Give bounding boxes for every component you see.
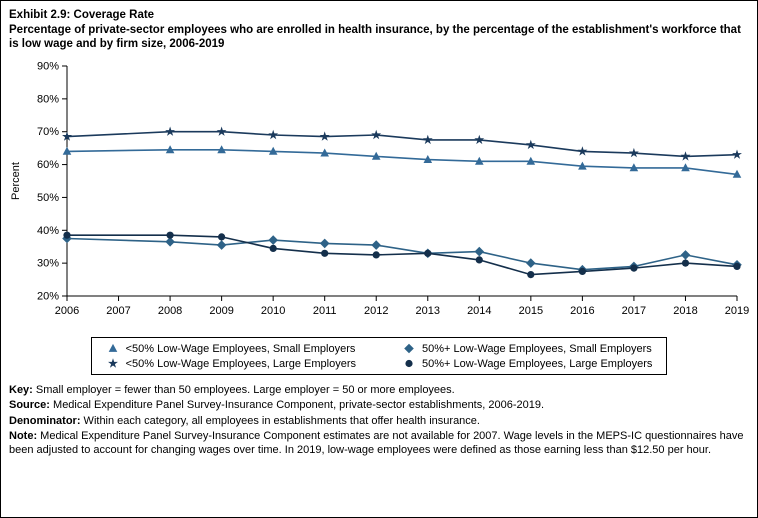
chart-legend: <50% Low-Wage Employees, Small Employers… xyxy=(90,337,668,376)
footnotes: Key: Small employer = fewer than 50 empl… xyxy=(1,375,757,457)
svg-text:2014: 2014 xyxy=(467,305,491,317)
legend-item: <50% Low-Wage Employees, Large Employers xyxy=(106,357,356,370)
svg-text:2011: 2011 xyxy=(313,305,337,317)
svg-text:50%: 50% xyxy=(37,192,59,204)
legend-label: 50%+ Low-Wage Employees, Large Employers xyxy=(422,357,653,370)
footnote-source: Source: Medical Expenditure Panel Survey… xyxy=(9,398,747,412)
footnote-key-text: Small employer = fewer than 50 employees… xyxy=(32,384,455,397)
legend-item: 50%+ Low-Wage Employees, Large Employers xyxy=(402,357,652,370)
svg-text:80%: 80% xyxy=(37,94,59,106)
svg-text:2017: 2017 xyxy=(622,305,646,317)
footnote-key-label: Key: xyxy=(9,384,33,397)
footnote-denominator-text: Within each category, all employees in e… xyxy=(80,414,480,427)
footnote-key: Key: Small employer = fewer than 50 empl… xyxy=(9,383,747,397)
svg-text:2015: 2015 xyxy=(519,305,543,317)
svg-text:70%: 70% xyxy=(37,126,59,138)
chart-area: 20% 30% 40% 50% 60% 70% 80% 90% Percent 2006 2007 2… xyxy=(1,56,757,329)
footnote-denominator-label: Denominator: xyxy=(9,414,81,427)
svg-text:40%: 40% xyxy=(37,225,59,237)
svg-text:2019: 2019 xyxy=(725,305,749,317)
exhibit-title: Exhibit 2.9: Coverage Rate xyxy=(9,9,155,21)
svg-text:20%: 20% xyxy=(37,291,59,303)
legend-label: <50% Low-Wage Employees, Small Employers xyxy=(125,342,356,355)
svg-text:2012: 2012 xyxy=(364,305,388,317)
diamond-marker-icon xyxy=(404,343,414,354)
legend-item: 50%+ Low-Wage Employees, Small Employers xyxy=(402,342,652,355)
footnote-denominator: Denominator: Within each category, all e… xyxy=(9,414,747,428)
legend-label: <50% Low-Wage Employees, Large Employers xyxy=(125,357,356,370)
circle-marker-icon xyxy=(405,360,413,368)
svg-text:2006: 2006 xyxy=(55,305,79,317)
footnote-note-label: Note: xyxy=(9,430,38,443)
svg-text:2008: 2008 xyxy=(158,305,182,317)
chart-title-block: Exhibit 2.9: Coverage Rate Percentage of… xyxy=(1,1,757,52)
svg-text:2016: 2016 xyxy=(570,305,594,317)
svg-text:60%: 60% xyxy=(37,159,59,171)
legend-label: 50%+ Low-Wage Employees, Small Employers xyxy=(422,342,652,355)
svg-text:90%: 90% xyxy=(37,61,59,73)
svg-text:Percent: Percent xyxy=(10,162,22,200)
svg-text:2018: 2018 xyxy=(673,305,697,317)
svg-text:2013: 2013 xyxy=(416,305,440,317)
legend-item: <50% Low-Wage Employees, Small Employers xyxy=(106,342,356,355)
footnote-note-text: Medical Expenditure Panel Survey-Insuran… xyxy=(9,430,744,457)
svg-text:2007: 2007 xyxy=(106,305,130,317)
triangle-marker-icon xyxy=(108,344,117,353)
footnote-source-label: Source: xyxy=(9,399,50,412)
star-marker-icon xyxy=(107,358,118,368)
exhibit-subtitle: Percentage of private-sector employees w… xyxy=(9,23,741,51)
footnote-note: Note: Medical Expenditure Panel Survey-I… xyxy=(9,429,747,458)
svg-text:2010: 2010 xyxy=(261,305,285,317)
coverage-line-chart: 20% 30% 40% 50% 60% 70% 80% 90% Percent 2006 2007 2… xyxy=(10,61,749,318)
svg-text:2009: 2009 xyxy=(209,305,233,317)
svg-text:30%: 30% xyxy=(37,258,59,270)
footnote-source-text: Medical Expenditure Panel Survey-Insuran… xyxy=(49,399,545,412)
